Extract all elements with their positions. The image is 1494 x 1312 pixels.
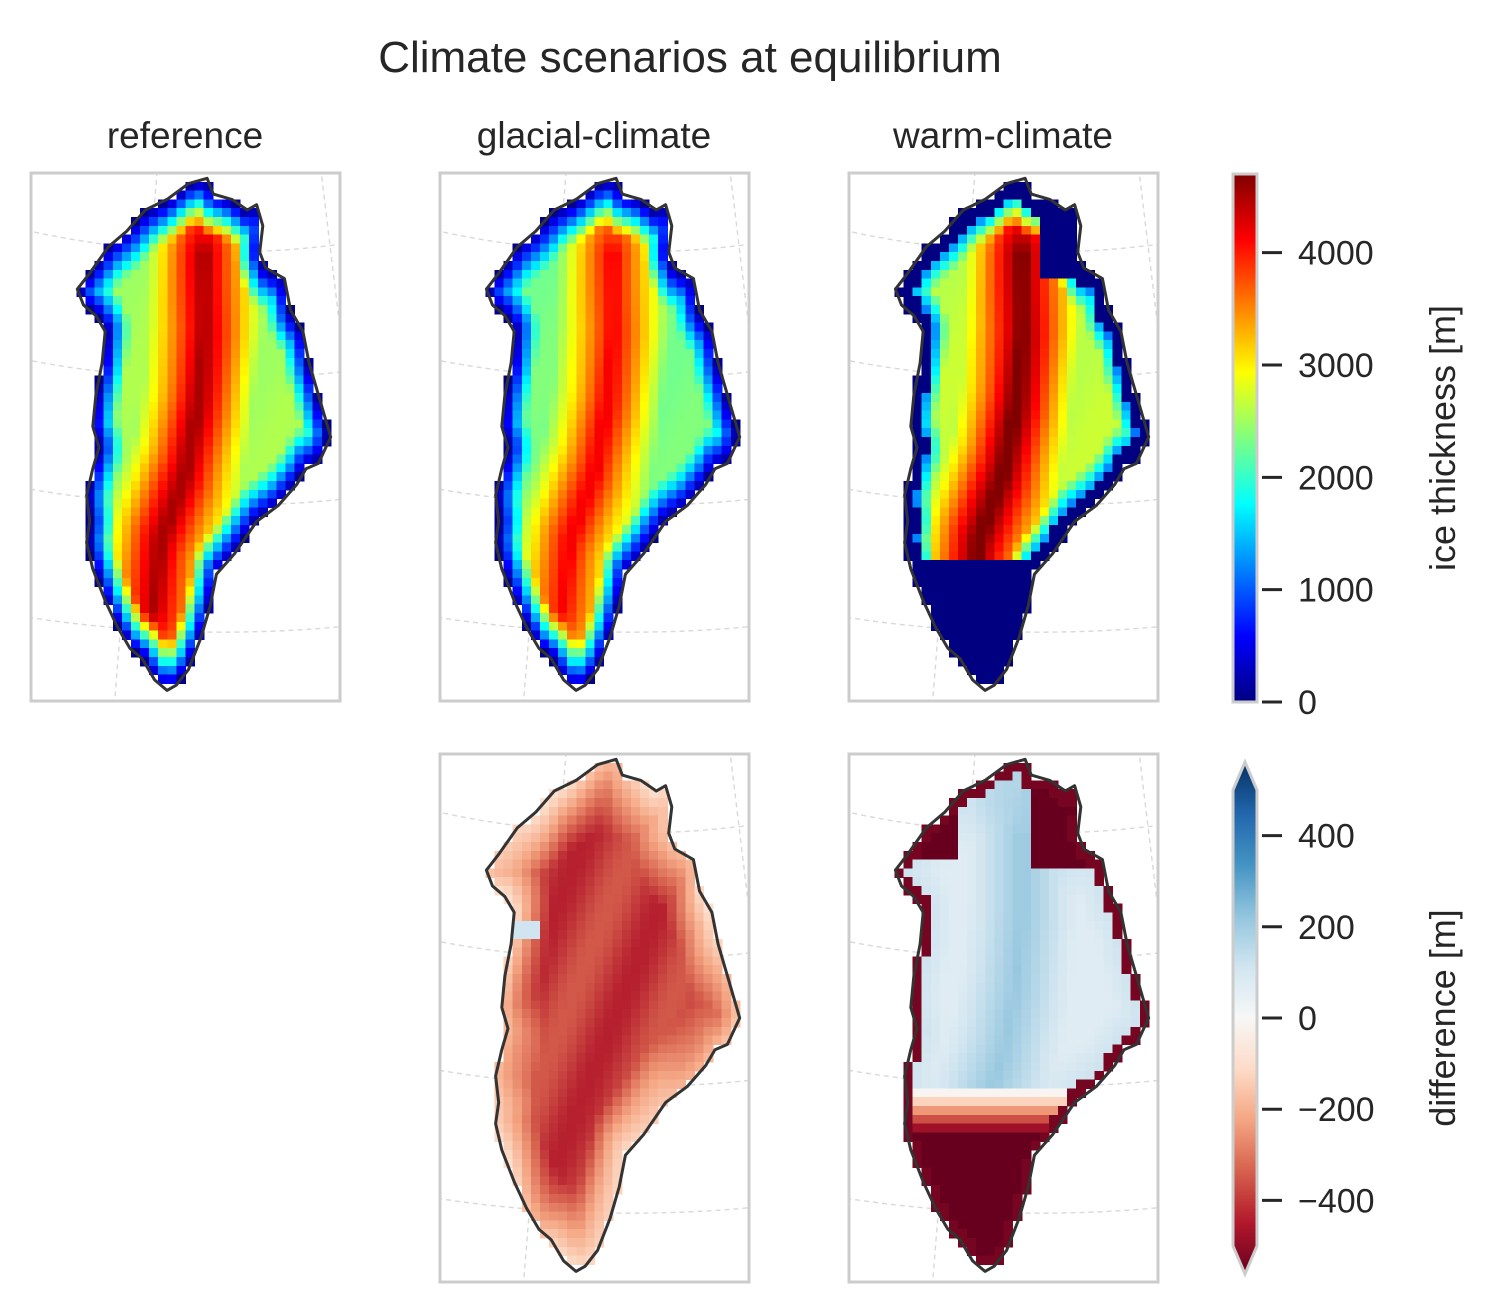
colorbar-thickness-frame [1231,172,1259,704]
colorbar-thickness: 0 1000 2000 3000 4000 ice thickness [m] [1231,172,1463,722]
figure-title: Climate scenarios at equilibrium [378,33,1002,82]
colorbar-thickness-label: ice thickness [m] [1422,305,1463,571]
colorbar-thickness-ticks: 0 1000 2000 3000 4000 [1262,235,1374,722]
map-panel-warm-difference [847,752,1160,1284]
colorbar-difference-frame [1231,758,1259,1278]
colorbar-thickness-tick-label-1: 1000 [1298,572,1374,610]
coastline-warm-difference [893,757,1151,1273]
map-panel-glacial-climate [438,171,751,703]
colorbar-thickness-tick-label-4: 4000 [1298,235,1374,273]
map-panel-warm-climate [847,171,1160,703]
panel-title-glacial-climate: glacial-climate [477,115,711,156]
coastline-glacial-difference [484,757,742,1273]
heat-cells-warm-climate [894,181,1150,684]
colorbar-difference-ticks: −400 −200 0 200 400 [1262,818,1375,1220]
coastline-warm-climate [893,176,1151,692]
colorbar-thickness-tick-label-2: 2000 [1298,459,1374,497]
colorbar-difference-gradient [1233,762,1257,1274]
colorbar-difference-tick-label-2: 0 [1298,1000,1317,1038]
colorbar-difference-tick-label-0: −400 [1298,1182,1375,1220]
axes-frame-warm-difference [847,752,1160,1284]
colorbar-difference-tick-label-3: 200 [1298,909,1355,947]
colorbar-difference-label: difference [m] [1422,909,1463,1126]
axes-frame-glacial-difference [438,752,751,1284]
panel-title-reference: reference [107,115,263,156]
axes-frame-warm-climate [847,171,1160,703]
heat-cells-warm-difference [894,762,1150,1265]
colorbar-difference: −400 −200 0 200 400 difference [m] [1231,758,1463,1278]
colorbar-thickness-gradient [1233,174,1257,702]
coastline-reference [75,176,333,692]
heat-cells-reference [76,181,332,684]
map-panel-reference [29,171,342,703]
colorbar-thickness-tick-label-0: 0 [1298,684,1317,722]
heat-cells-glacial-difference [485,762,741,1265]
colorbar-difference-tick-label-4: 400 [1298,818,1355,856]
panel-title-warm-climate: warm-climate [892,115,1113,156]
axes-frame-reference [29,171,342,703]
colorbar-thickness-tick-label-3: 3000 [1298,347,1374,385]
coastline-glacial-climate [484,176,742,692]
heat-cells-glacial-climate [485,181,741,684]
axes-frame-glacial-climate [438,171,751,703]
map-panel-glacial-difference [438,752,751,1284]
colorbar-difference-tick-label-1: −200 [1298,1091,1375,1129]
